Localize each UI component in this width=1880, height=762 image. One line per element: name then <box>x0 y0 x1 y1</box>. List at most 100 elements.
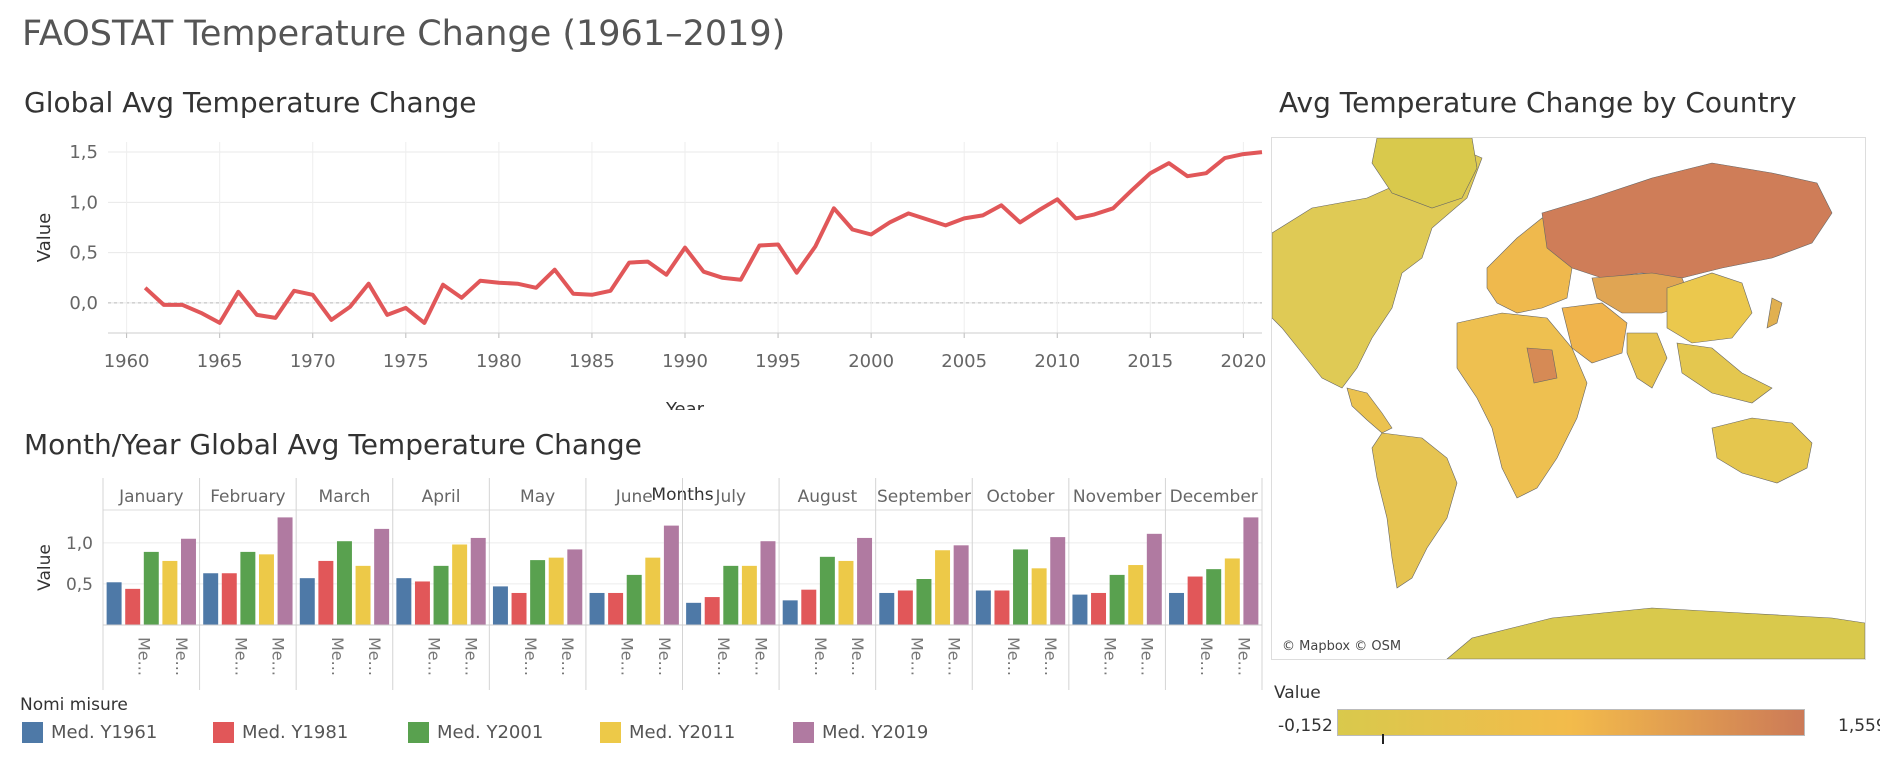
bar-march-3 <box>355 565 371 625</box>
map-japan <box>1766 297 1783 329</box>
bar-july-1 <box>704 597 720 625</box>
bar-march-4 <box>374 528 390 625</box>
bar-november-0 <box>1072 594 1088 625</box>
y-tick-label: 1,0 <box>66 534 93 554</box>
dashboard-title: FAOSTAT Temperature Change (1961–2019) <box>22 14 786 54</box>
x-tick-label: 1965 <box>197 351 243 372</box>
x-tick-label: 2010 <box>1034 351 1080 372</box>
month-header-february: February <box>210 487 285 507</box>
category-axis-label: Me... <box>521 637 540 676</box>
legend-swatch <box>600 721 621 743</box>
x-tick-label: 1960 <box>104 351 150 372</box>
legend-label: Med. Y1981 <box>242 721 349 743</box>
map-africa <box>1456 312 1588 499</box>
bar-november-4 <box>1146 533 1162 625</box>
legend-item[interactable]: Med. Y2011 <box>600 720 735 744</box>
bar-october-1 <box>994 590 1010 625</box>
category-axis-label: Me... <box>907 637 926 676</box>
map-south-america <box>1371 432 1458 589</box>
bar-september-0 <box>879 592 895 625</box>
bar-september-4 <box>953 545 969 625</box>
bar-may-4 <box>567 549 583 625</box>
x-tick-label: 2000 <box>848 351 894 372</box>
bar-april-1 <box>414 581 430 625</box>
bar-august-2 <box>819 556 835 625</box>
bar-january-4 <box>180 538 196 625</box>
month-header-september: September <box>877 487 971 507</box>
map-middle-east <box>1561 302 1628 364</box>
y-tick-label: 1,5 <box>69 142 98 163</box>
legend-title: Nomi misure <box>20 695 128 715</box>
bar-september-1 <box>897 590 913 625</box>
bar-january-2 <box>143 551 159 625</box>
map-china <box>1666 272 1753 344</box>
category-axis-label: Me... <box>462 637 481 676</box>
legend-item[interactable]: Med. Y1981 <box>213 720 348 744</box>
bar-november-3 <box>1128 565 1144 625</box>
bar-chart-title: Month/Year Global Avg Temperature Change <box>24 428 642 461</box>
x-tick-label: 2020 <box>1220 351 1266 372</box>
month-header-july: July <box>715 487 747 507</box>
month-header-october: October <box>987 487 1055 507</box>
color-scale-max: 1,559 <box>1838 716 1880 736</box>
color-scale-title: Value <box>1274 683 1321 703</box>
category-axis-label: Me... <box>1004 637 1023 676</box>
bar-october-3 <box>1031 568 1047 625</box>
map-russia <box>1541 162 1833 279</box>
bar-july-4 <box>760 541 776 625</box>
bar-may-1 <box>511 592 527 625</box>
legend-item[interactable]: Med. Y2019 <box>793 720 928 744</box>
bar-july-0 <box>686 602 702 625</box>
bar-june-0 <box>589 592 605 625</box>
bar-december-0 <box>1169 592 1185 625</box>
legend-swatch <box>213 721 234 743</box>
line-chart-title: Global Avg Temperature Change <box>24 86 477 119</box>
category-axis-label: Me... <box>848 637 867 676</box>
bar-july-2 <box>723 565 739 625</box>
map-southeast-asia <box>1676 342 1773 404</box>
bar-march-1 <box>318 560 334 625</box>
color-scale-bar <box>1337 709 1805 736</box>
x-tick-label: 1990 <box>662 351 708 372</box>
legend-item[interactable]: Med. Y1961 <box>22 720 157 744</box>
bar-february-2 <box>240 551 256 625</box>
category-axis-label: Me... <box>1138 637 1157 676</box>
bar-april-0 <box>396 578 412 625</box>
month-header-march: March <box>319 487 371 507</box>
bar-april-4 <box>470 537 486 625</box>
line-chart[interactable]: 0,0 0,5 1,0 1,5 1960 1965 1970 1975 1980 1985 1990… <box>0 120 1270 410</box>
legend-item[interactable]: Med. Y2001 <box>408 720 543 744</box>
color-scale-marker <box>1382 734 1384 744</box>
month-header-december: December <box>1170 487 1258 507</box>
category-axis-label: Me... <box>714 637 733 676</box>
bar-may-0 <box>492 586 508 625</box>
category-axis-label: Me... <box>1197 637 1216 676</box>
map-title: Avg Temperature Change by Country <box>1279 86 1797 119</box>
month-header-august: August <box>798 487 858 507</box>
bar-july-3 <box>741 565 757 625</box>
choropleth-map[interactable] <box>1271 137 1866 660</box>
legend-label: Med. Y2019 <box>822 721 929 743</box>
category-axis-label: Me... <box>1234 637 1253 676</box>
x-tick-label: 2005 <box>941 351 987 372</box>
bar-april-3 <box>452 544 468 625</box>
bar-october-0 <box>975 590 991 625</box>
legend-label: Med. Y2011 <box>629 721 736 743</box>
bar-june-1 <box>608 592 624 625</box>
map-india <box>1626 332 1668 389</box>
map-credit: © Mapbox © OSM <box>1278 638 1406 655</box>
y-axis-label: Value <box>35 544 55 591</box>
color-scale-min: -0,152 <box>1278 716 1333 736</box>
category-axis-label: Me... <box>751 637 770 676</box>
bar-december-2 <box>1206 569 1222 625</box>
x-tick-label: 1995 <box>755 351 801 372</box>
map-greenland <box>1371 138 1478 209</box>
y-tick-label: 0,0 <box>69 293 98 314</box>
bar-november-1 <box>1091 592 1107 625</box>
series-line <box>143 150 1263 325</box>
bar-october-2 <box>1013 549 1029 625</box>
category-axis-label: Me... <box>328 637 347 676</box>
bar-august-4 <box>857 537 873 625</box>
y-tick-label: 0,5 <box>66 575 93 595</box>
